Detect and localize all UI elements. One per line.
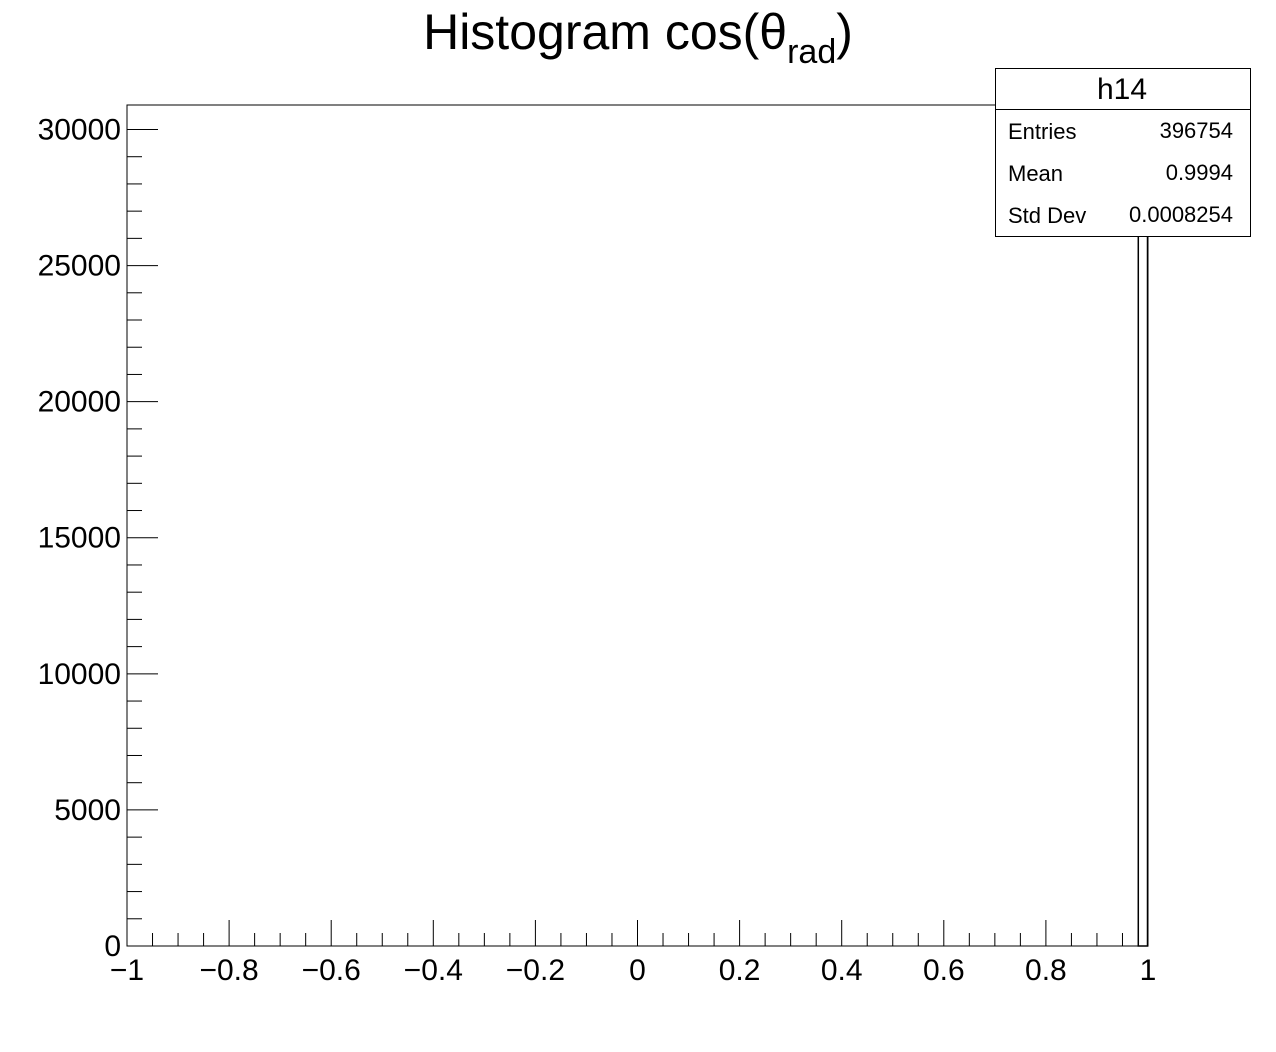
- x-tick-label: 1: [1140, 954, 1157, 987]
- stats-label: Entries: [1008, 119, 1076, 144]
- x-tick-label: −0.6: [302, 954, 361, 987]
- x-tick-label: −1: [110, 954, 144, 987]
- x-tick-label: 0: [629, 954, 646, 987]
- x-tick-label: −0.8: [199, 954, 258, 987]
- stats-value: 0.0008254: [1129, 202, 1233, 227]
- x-tick-label: −0.2: [506, 954, 565, 987]
- y-tick-label: 15000: [38, 522, 121, 555]
- y-tick-label: 30000: [38, 113, 121, 146]
- title-end: ): [836, 4, 853, 60]
- stats-label: Mean: [1008, 161, 1063, 186]
- x-tick-label: 0.6: [923, 954, 965, 987]
- stats-value: 0.9994: [1166, 160, 1233, 185]
- y-tick-label: 10000: [38, 658, 121, 691]
- stats-frame: [995, 68, 1251, 237]
- chart-title: Histogram cos(θrad): [423, 4, 853, 71]
- x-tick-label: 0.8: [1025, 954, 1067, 987]
- y-tick-label: 20000: [38, 386, 121, 419]
- title-subscript: rad: [787, 33, 836, 71]
- x-tick-label: −0.4: [404, 954, 463, 987]
- stats-box: h14 Entries 396754 Mean 0.9994 Std Dev 0.00082…: [995, 68, 1251, 237]
- x-tick-label: 0.2: [719, 954, 761, 987]
- y-tick-label: 25000: [38, 250, 121, 283]
- plot-frame: [126, 104, 1149, 947]
- y-tick-label: 0: [104, 930, 121, 963]
- bar: [1137, 145, 1149, 947]
- stats-title: h14: [1097, 73, 1147, 106]
- stats-value: 396754: [1160, 118, 1233, 143]
- x-tick-label: 0.4: [821, 954, 863, 987]
- y-tick-label: 5000: [54, 794, 121, 827]
- title-main: Histogram cos(θ: [423, 4, 787, 60]
- stats-label: Std Dev: [1008, 203, 1086, 228]
